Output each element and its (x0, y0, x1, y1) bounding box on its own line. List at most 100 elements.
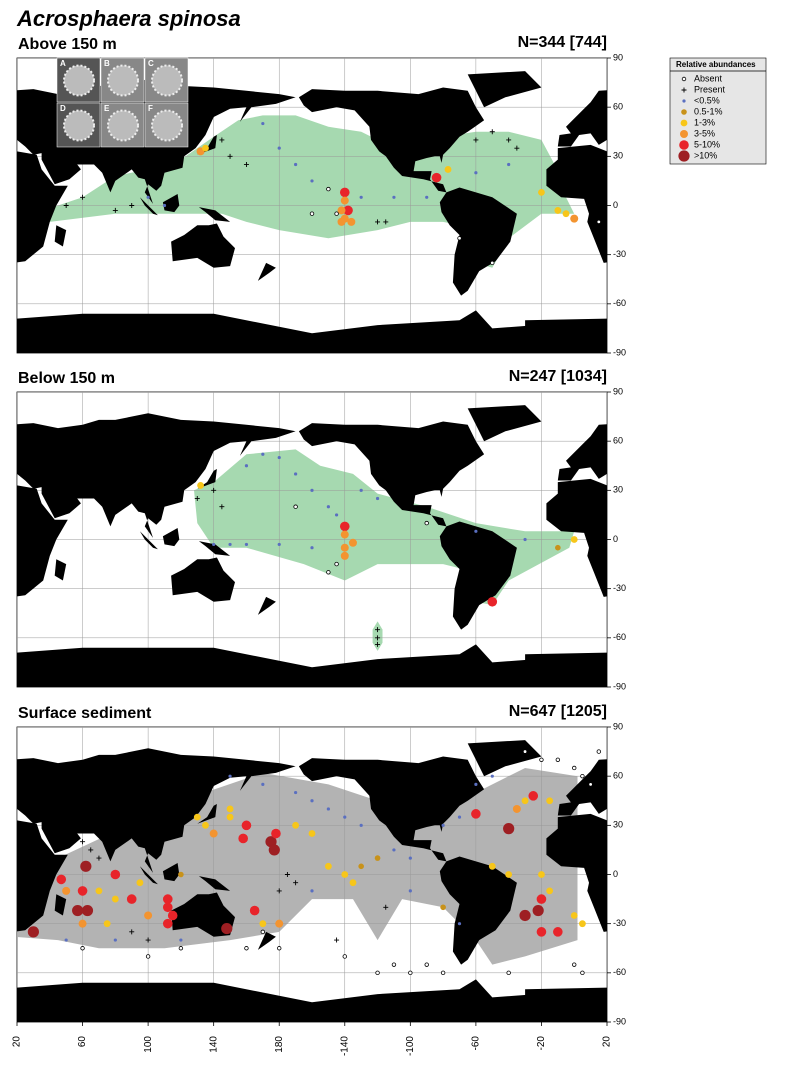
marker-abundance (56, 874, 67, 885)
marker-dot (244, 542, 249, 547)
marker-dot (682, 99, 686, 103)
marker-dot (507, 162, 511, 167)
marker-abundance (110, 869, 121, 880)
marker-present (284, 872, 290, 877)
land (557, 424, 607, 481)
marker-absent (572, 962, 577, 967)
lon-tick-label: 20 (602, 1036, 613, 1048)
marker-absent (80, 946, 85, 951)
land (17, 989, 50, 1022)
marker-abundance (226, 805, 234, 813)
land (753, 194, 769, 212)
marker-present (145, 937, 151, 943)
land (17, 644, 607, 687)
land (17, 748, 296, 873)
marker-absent (277, 946, 282, 951)
marker-present (424, 145, 430, 151)
marker-abundance (512, 804, 521, 813)
lat-tick-label: -60 (613, 632, 626, 642)
marker-absent (588, 782, 593, 787)
marker-present (473, 137, 479, 143)
marker-abundance (538, 871, 545, 878)
marker-dot (490, 774, 494, 778)
marker-present (489, 921, 495, 927)
marker-dot (277, 146, 281, 150)
land (257, 931, 276, 950)
marker-abundance (72, 904, 84, 917)
marker-abundance (275, 919, 284, 928)
marker-dot (474, 171, 478, 175)
marker-present (80, 194, 86, 200)
marker-dot (334, 513, 339, 517)
land (645, 894, 657, 915)
land (197, 469, 217, 489)
marker-abundance (431, 172, 442, 183)
marker-present (112, 207, 118, 213)
marker-abundance (679, 140, 689, 150)
lat-tick-label: 60 (613, 102, 623, 112)
land (557, 759, 607, 816)
marker-dot (113, 938, 117, 942)
marker-abundance (249, 905, 260, 916)
marker-present (334, 937, 340, 943)
marker-abundance (340, 543, 349, 552)
marker-present (375, 627, 381, 633)
marker-abundance (503, 823, 515, 835)
land (557, 90, 607, 147)
lat-tick-label: -30 (613, 918, 626, 928)
marker-present (293, 880, 299, 886)
marker-abundance (519, 909, 531, 922)
sample-count: N=247 [1034] (509, 368, 607, 385)
marker-absent (457, 236, 462, 241)
marker-absent (309, 211, 315, 216)
land (17, 485, 68, 597)
marker-abundance (546, 887, 554, 895)
marker-abundance (440, 904, 446, 911)
marker-absent (334, 211, 339, 216)
land (139, 197, 158, 216)
land (298, 756, 485, 862)
marker-abundance (340, 196, 349, 205)
marker-abundance (81, 904, 94, 917)
marker-dot (474, 782, 478, 786)
marker-present (219, 504, 225, 510)
marker-dot (523, 537, 527, 542)
land (525, 987, 607, 1022)
marker-abundance (678, 150, 690, 162)
land (54, 559, 67, 581)
marker-present (129, 203, 135, 208)
marker-absent (391, 962, 397, 967)
lon-tick-label: -140 (339, 1036, 350, 1056)
land (17, 654, 50, 687)
specimen-shell (63, 109, 95, 142)
marker-absent (424, 520, 429, 526)
marker-abundance (341, 871, 349, 878)
marker-absent (145, 954, 151, 959)
lat-tick-label: -90 (613, 681, 626, 691)
marker-abundance (308, 830, 316, 837)
specimen-shell (151, 109, 183, 142)
marker-abundance (162, 918, 173, 929)
marker-present (375, 635, 381, 641)
marker-abundance (347, 217, 356, 226)
lat-tick-label: -30 (613, 583, 626, 593)
marker-dot (343, 815, 347, 819)
lat-tick-label: -60 (613, 298, 626, 308)
marker-absent (506, 970, 511, 976)
land (17, 413, 296, 538)
land (761, 893, 786, 937)
lat-tick-label: 90 (613, 721, 623, 731)
marker-dot (310, 799, 314, 803)
lat-tick-label: 90 (613, 386, 623, 396)
marker-dot (359, 488, 363, 492)
land (439, 521, 517, 630)
marker-abundance (562, 210, 570, 218)
marker-present (243, 162, 249, 168)
photo-label: B (104, 59, 110, 68)
marker-present (227, 153, 233, 159)
marker-dot (441, 823, 445, 827)
marker-abundance (546, 797, 554, 805)
marker-absent (596, 219, 602, 225)
legend-label: Absent (694, 73, 723, 83)
marker-abundance (570, 536, 578, 543)
